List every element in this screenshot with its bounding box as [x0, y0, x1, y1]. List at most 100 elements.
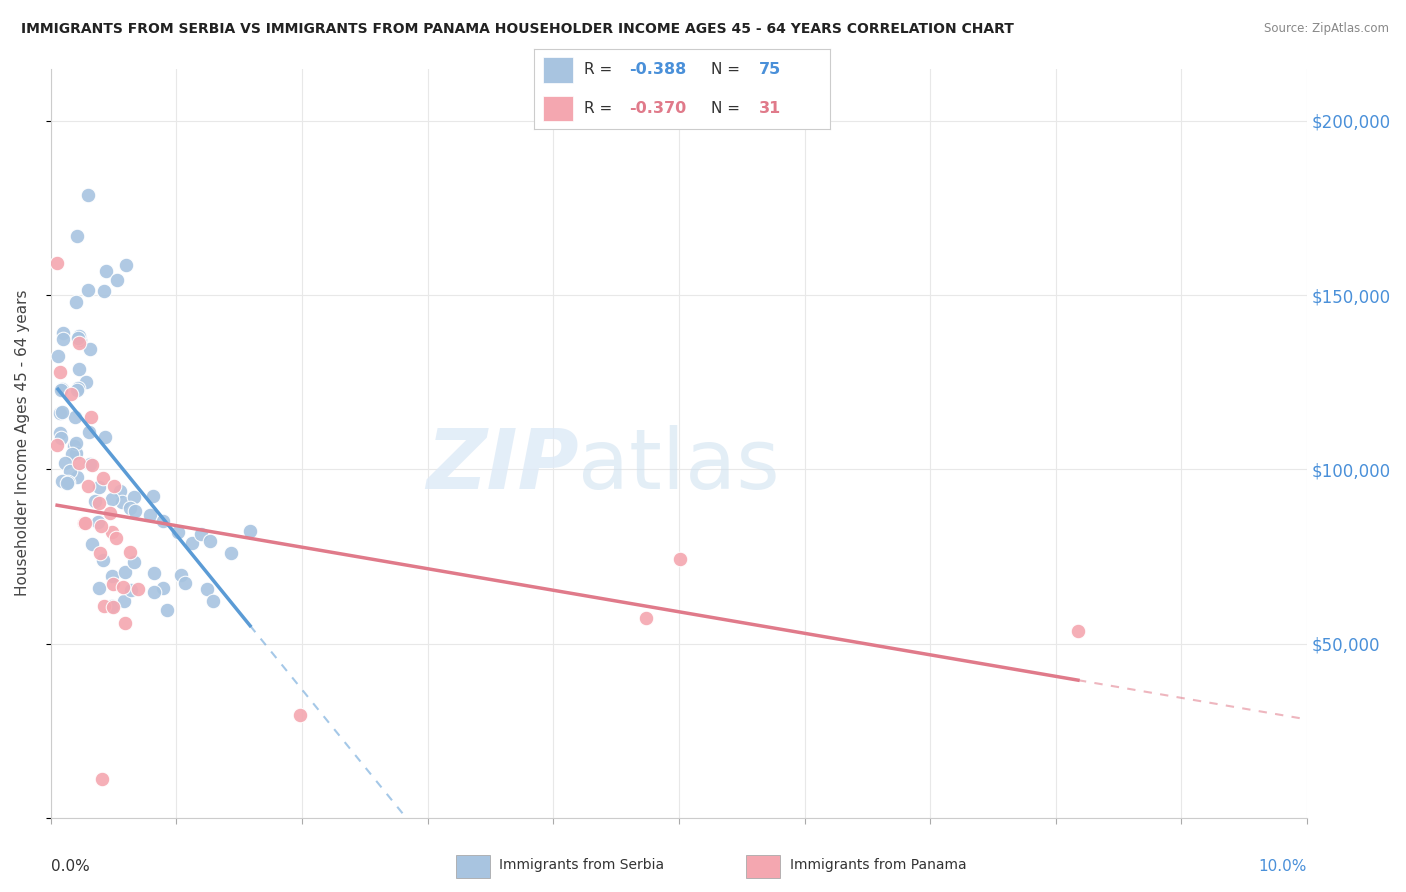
Point: [120, 582, 142, 597]
Point: [75, 375, 97, 389]
Point: [110, 44, 132, 58]
Point: [114, 258, 136, 272]
Point: [84, 494, 107, 508]
Point: [127, 582, 149, 597]
Point: [66, 330, 89, 344]
Point: [52, 332, 75, 346]
Text: 75: 75: [759, 62, 780, 78]
Point: [103, 479, 125, 493]
Point: [120, 500, 142, 515]
Point: [79, 457, 101, 471]
Point: [104, 531, 127, 545]
Point: [53, 457, 76, 471]
Point: [101, 577, 124, 591]
Point: [58, 464, 80, 478]
Point: [290, 708, 312, 723]
Text: IMMIGRANTS FROM SERBIA VS IMMIGRANTS FROM PANAMA HOUSEHOLDER INCOME AGES 45 - 64: IMMIGRANTS FROM SERBIA VS IMMIGRANTS FRO…: [21, 22, 1014, 37]
Point: [65, 435, 87, 450]
Text: atlas: atlas: [578, 425, 780, 506]
Point: [77, 187, 100, 202]
Point: [93, 284, 115, 298]
Text: Source: ZipAtlas.com: Source: ZipAtlas.com: [1264, 22, 1389, 36]
Point: [100, 492, 122, 507]
Point: [91, 471, 114, 485]
Point: [101, 599, 124, 613]
Point: [79, 342, 101, 356]
Point: [201, 594, 224, 608]
Point: [77, 283, 100, 297]
Text: ZIP: ZIP: [426, 425, 578, 506]
Point: [67, 457, 90, 471]
Point: [66, 469, 89, 483]
Point: [198, 534, 221, 549]
Text: N =: N =: [711, 62, 745, 78]
Point: [67, 336, 90, 351]
Point: [87, 480, 110, 494]
Point: [239, 524, 262, 538]
Point: [67, 329, 90, 343]
Point: [55, 475, 77, 490]
Point: [122, 555, 145, 569]
Point: [46, 349, 69, 363]
Point: [77, 425, 100, 439]
Point: [91, 553, 114, 567]
Point: [142, 566, 165, 581]
Point: [190, 526, 212, 541]
Point: [66, 229, 89, 244]
Point: [80, 409, 103, 424]
Point: [89, 496, 111, 510]
Point: [49, 406, 72, 420]
Point: [73, 516, 96, 531]
Point: [174, 575, 197, 590]
Point: [89, 546, 111, 560]
Point: [142, 585, 165, 599]
Text: N =: N =: [711, 101, 745, 116]
Text: Immigrants from Panama: Immigrants from Panama: [790, 858, 966, 872]
Point: [112, 580, 135, 594]
Point: [110, 484, 132, 499]
Point: [101, 524, 124, 539]
Point: [668, 552, 690, 566]
Point: [52, 326, 75, 341]
Point: [46, 438, 69, 452]
Text: R =: R =: [585, 62, 617, 78]
Bar: [543, 95, 572, 121]
Point: [51, 405, 73, 419]
Bar: [543, 57, 572, 83]
Point: [180, 536, 202, 550]
Point: [124, 490, 146, 504]
Point: [51, 474, 73, 488]
Point: [51, 431, 73, 445]
Text: Immigrants from Serbia: Immigrants from Serbia: [499, 858, 664, 872]
Bar: [747, 855, 780, 878]
Point: [152, 581, 174, 595]
Point: [156, 603, 179, 617]
Point: [77, 479, 100, 493]
Y-axis label: Householder Income Ages 45 - 64 years: Householder Income Ages 45 - 64 years: [15, 290, 30, 597]
Text: 31: 31: [759, 101, 780, 116]
Point: [118, 545, 141, 559]
Point: [46, 256, 69, 270]
Point: [114, 616, 136, 631]
Point: [69, 333, 91, 347]
Point: [634, 611, 657, 625]
Bar: [456, 855, 489, 878]
Point: [94, 264, 117, 278]
Point: [49, 425, 72, 440]
Point: [1067, 624, 1090, 638]
Point: [103, 600, 125, 615]
Point: [51, 383, 73, 397]
Point: [93, 599, 115, 613]
Point: [167, 525, 190, 540]
Text: 10.0%: 10.0%: [1258, 859, 1308, 874]
Point: [142, 489, 165, 503]
Point: [80, 537, 103, 551]
Point: [101, 569, 124, 583]
Point: [60, 447, 83, 461]
Text: 0.0%: 0.0%: [51, 859, 90, 874]
Point: [63, 439, 86, 453]
Point: [111, 495, 134, 509]
Point: [91, 772, 114, 787]
Point: [87, 581, 110, 595]
Point: [87, 515, 110, 529]
